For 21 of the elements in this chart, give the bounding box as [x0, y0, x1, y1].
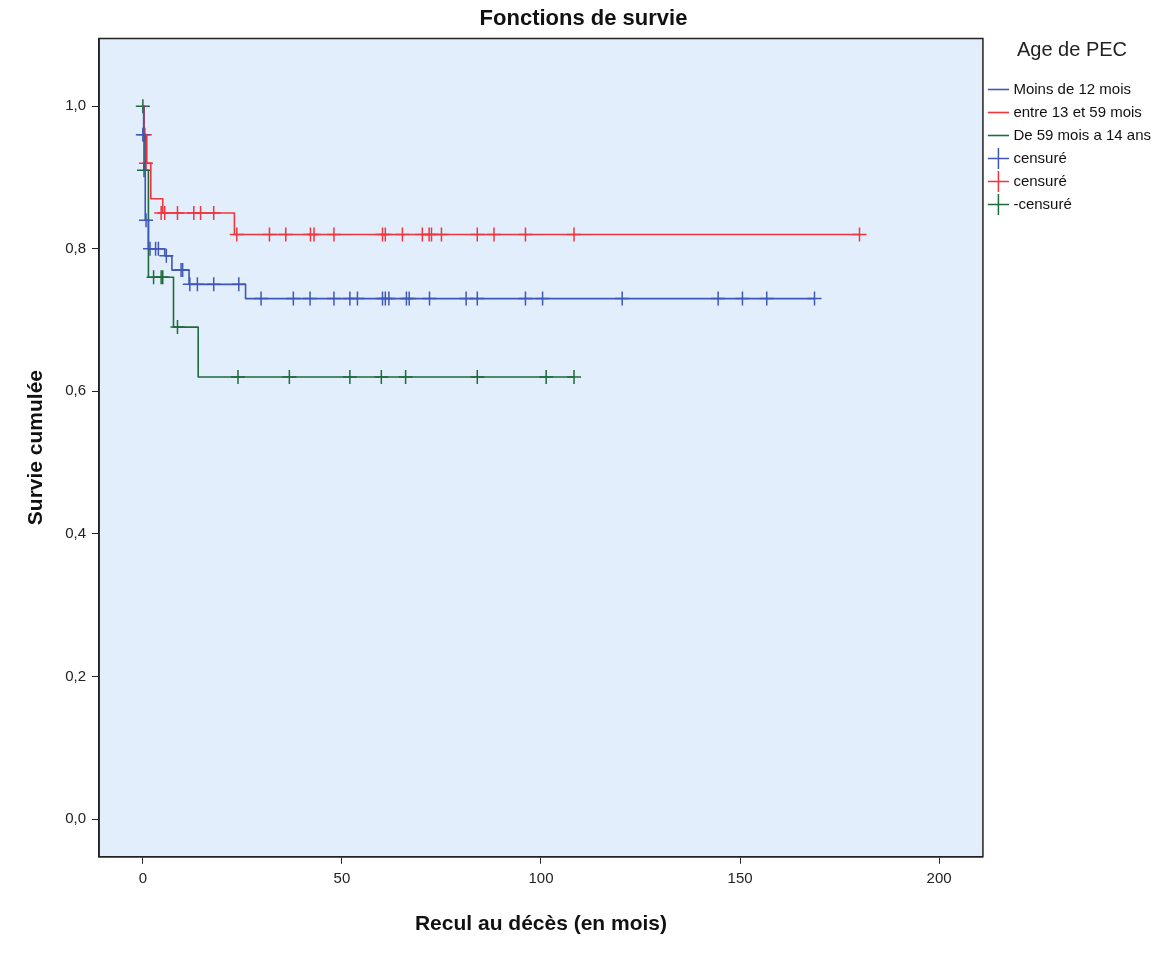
legend-label: De 59 mois a 14 ans	[1013, 125, 1151, 143]
y-tick-label: 1,0	[65, 96, 87, 114]
legend-label: -censuré	[1013, 194, 1072, 212]
y-tick-label: 0,6	[65, 381, 87, 399]
x-tick-label: 100	[528, 868, 554, 886]
x-tick-label: 200	[926, 868, 952, 886]
legend-label: censuré	[1013, 171, 1067, 189]
y-tick-label: 0,8	[65, 238, 87, 256]
x-tick-label: 150	[727, 868, 753, 886]
legend-label: censuré	[1013, 148, 1067, 166]
y-axis-title: Survie cumulée	[23, 369, 47, 526]
legend-title: Age de PEC	[1016, 37, 1127, 60]
y-tick-label: 0,4	[65, 524, 87, 541]
chart-title: Fonctions de survie	[479, 5, 688, 31]
legend-label: entre 13 et 59 mois	[1013, 102, 1142, 120]
x-tick-label: 0	[138, 868, 148, 886]
x-tick-label: 50	[333, 868, 351, 886]
y-tick-label: 0,0	[65, 809, 87, 827]
legend-label: Moins de 12 mois	[1013, 79, 1131, 97]
x-axis-title: Recul au décès (en mois)	[414, 911, 668, 935]
y-tick-label: 0,2	[65, 666, 87, 684]
